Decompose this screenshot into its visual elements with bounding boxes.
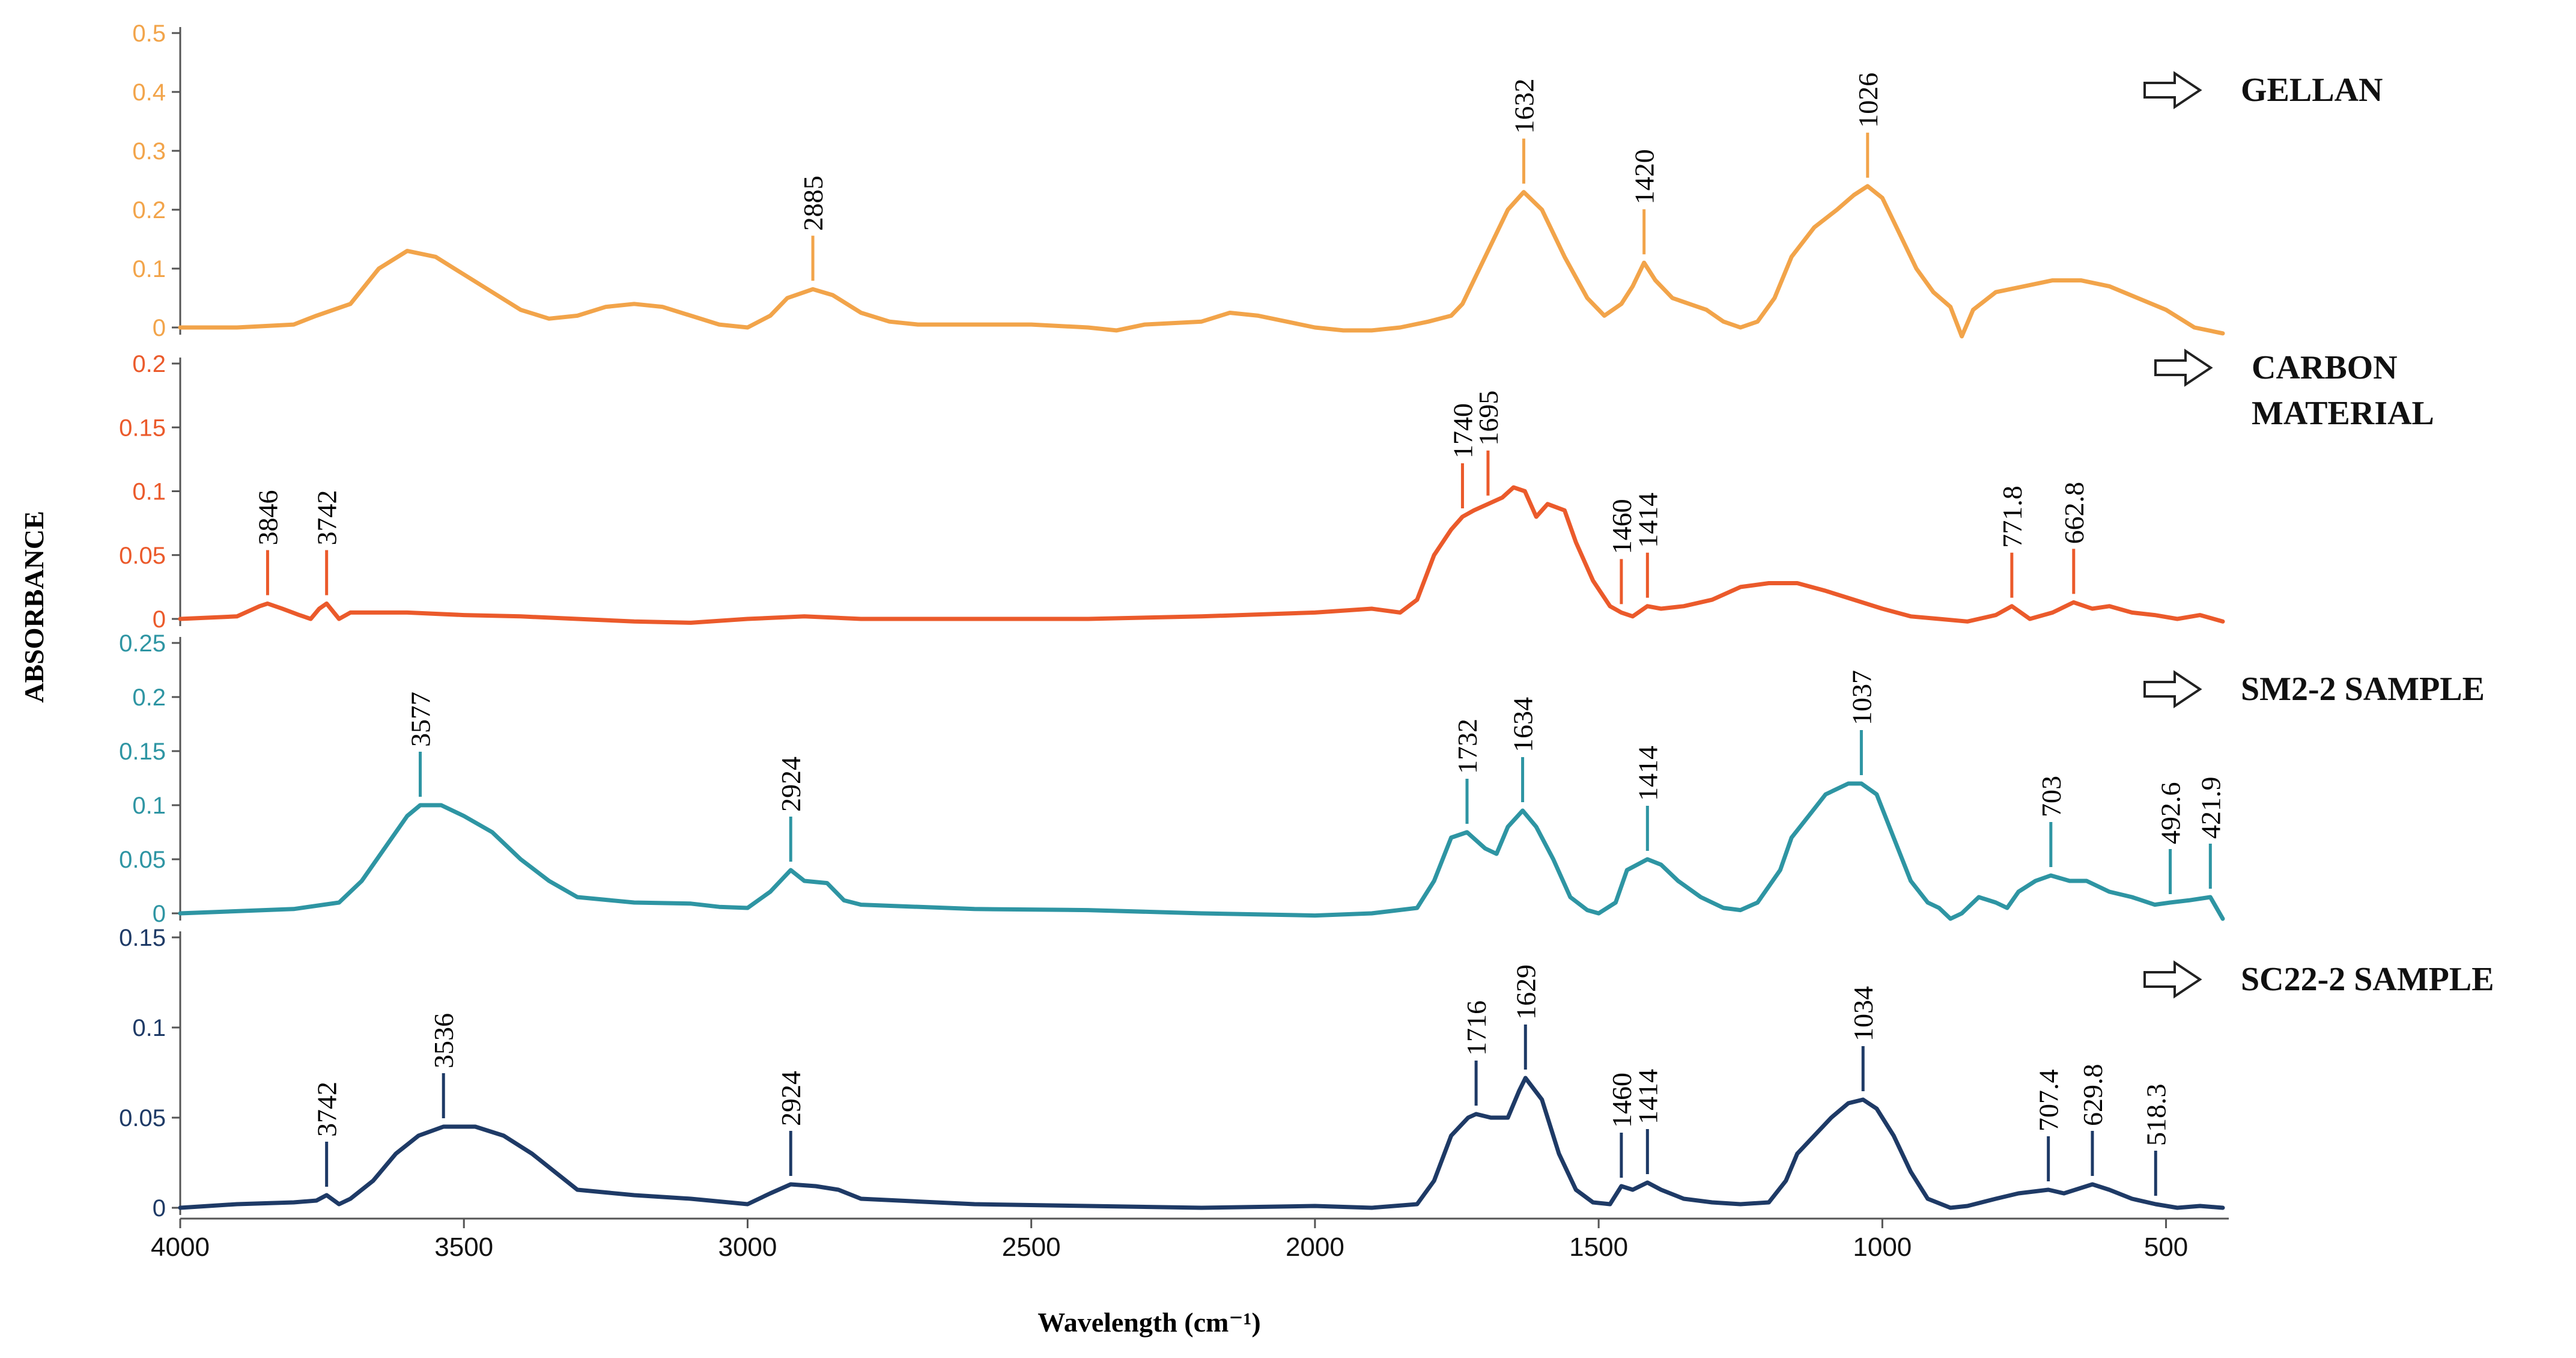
peak-label-carbon: 3742	[312, 490, 342, 546]
peak-label-sm22: 2924	[776, 757, 806, 812]
y-tick-label-carbon: 0.1	[132, 479, 166, 505]
panel-gellan: 0 0.1 0.2 0.3 0.4 0.5 2885 1632 1420 1026 GELLAN	[132, 20, 2383, 341]
y-tick-label-sm22: 0.1	[132, 793, 166, 819]
peak-label-sc222: 1034	[1848, 986, 1879, 1041]
y-tick-label-carbon: 0	[153, 606, 166, 633]
x-axis-title: Wavelength (cm⁻¹)	[1037, 1307, 1261, 1338]
peak-label-sm22: 1732	[1452, 719, 1483, 774]
y-tick-label-sm22: 0.25	[119, 630, 166, 657]
y-tick-label-gellan: 0.3	[132, 138, 166, 165]
x-tick-label: 1500	[1569, 1232, 1628, 1262]
series-name-sm22: SM2-2 SAMPLE	[2241, 671, 2485, 708]
y-tick-label-sm22: 0.15	[119, 738, 166, 765]
series-name-sc222: SC22-2 SAMPLE	[2241, 961, 2494, 998]
y-tick-label-carbon: 0.05	[119, 543, 166, 569]
x-tick-label: 2500	[1002, 1232, 1061, 1262]
peak-label-sc222: 1716	[1461, 1000, 1492, 1056]
y-tick-label-sc222: 0.15	[119, 925, 166, 951]
y-tick-label-carbon: 0.2	[132, 351, 166, 377]
peak-label-sc222: 3536	[428, 1013, 459, 1068]
y-tick-label-carbon: 0.15	[119, 415, 166, 441]
x-tick-label: 3000	[718, 1232, 777, 1262]
peak-label-carbon: 1414	[1632, 493, 1663, 548]
peak-label-sc222: 629.8	[2077, 1064, 2108, 1127]
peak-label-carbon: 1695	[1473, 391, 1504, 446]
y-tick-label-gellan: 0.4	[132, 79, 166, 106]
peak-label-sm22: 1037	[1846, 670, 1877, 725]
peak-label-sm22: 1414	[1632, 746, 1663, 801]
peak-label-sc222: 1414	[1632, 1069, 1663, 1124]
y-tick-label-sm22: 0.2	[132, 684, 166, 711]
spectrum-line-carbon	[178, 485, 2225, 625]
peak-label-carbon: 3846	[252, 490, 283, 546]
series-name-carbon: MATERIAL	[2252, 395, 2434, 432]
series-name-carbon: CARBON	[2252, 349, 2398, 386]
x-tick-label: 4000	[151, 1232, 210, 1262]
peak-label-sm22: 3577	[406, 692, 436, 747]
peak-label-sc222: 518.3	[2140, 1084, 2171, 1146]
peak-label-carbon: 1460	[1606, 499, 1637, 554]
spectrum-line-sm22	[178, 781, 2225, 921]
peak-label-gellan: 2885	[798, 175, 828, 231]
peak-label-carbon: 771.8	[1997, 486, 2028, 548]
y-tick-label-gellan: 0.5	[132, 20, 166, 47]
peak-label-carbon: 1740	[1447, 403, 1478, 458]
peak-label-sc222: 2924	[776, 1071, 806, 1126]
arrow-right-icon	[2143, 960, 2202, 999]
peak-label-sc222: 1460	[1606, 1073, 1637, 1128]
y-tick-label-gellan: 0.1	[132, 256, 166, 282]
peak-label-sc222: 707.4	[2034, 1070, 2064, 1132]
arrow-right-icon	[2154, 349, 2213, 387]
y-tick-label-gellan: 0.2	[132, 197, 166, 224]
peak-label-carbon: 662.8	[2059, 482, 2089, 544]
spectrum-line-gellan	[178, 184, 2225, 339]
peak-label-sm22: 492.6	[2155, 782, 2186, 845]
y-tick-label-gellan: 0	[153, 315, 166, 341]
x-tick-label: 3500	[434, 1232, 493, 1262]
y-tick-label-sm22: 0	[153, 901, 166, 927]
y-axis-title: ABSORBANCE	[19, 511, 49, 703]
peak-label-sc222: 3742	[312, 1082, 342, 1137]
panel-sm22: 0 0.05 0.1 0.15 0.2 0.25 3577 2924 1732 1634 1414 1…	[119, 630, 2485, 927]
peak-label-sm22: 421.9	[2195, 777, 2226, 839]
y-tick-label-sc222: 0	[153, 1195, 166, 1222]
peak-label-sm22: 703	[2036, 776, 2067, 817]
x-tick-label: 1000	[1853, 1232, 1912, 1262]
y-tick-label-sm22: 0.05	[119, 847, 166, 873]
peak-label-sc222: 1629	[1510, 964, 1541, 1020]
peak-label-gellan: 1632	[1508, 79, 1539, 134]
panel-sc222: 0 0.05 0.1 0.15 3742 3536 2924 1716 1629 14601414…	[119, 925, 2494, 1222]
peak-label-gellan: 1420	[1629, 149, 1660, 204]
x-tick-label: 500	[2144, 1232, 2188, 1262]
peak-label-sm22: 1634	[1508, 697, 1539, 752]
x-tick-label: 2000	[1286, 1232, 1344, 1262]
series-name-gellan: GELLAN	[2241, 72, 2383, 109]
arrow-right-icon	[2143, 670, 2202, 708]
arrow-right-icon	[2143, 71, 2202, 109]
x-axis: Wavelength (cm⁻¹) 4000 3500 3000 2500 2000 15…	[151, 1217, 2229, 1338]
y-tick-label-sc222: 0.1	[132, 1015, 166, 1041]
peak-label-gellan: 1026	[1853, 73, 1883, 128]
y-tick-label-sc222: 0.05	[119, 1105, 166, 1131]
spectrum-line-sc222	[178, 1076, 2225, 1210]
